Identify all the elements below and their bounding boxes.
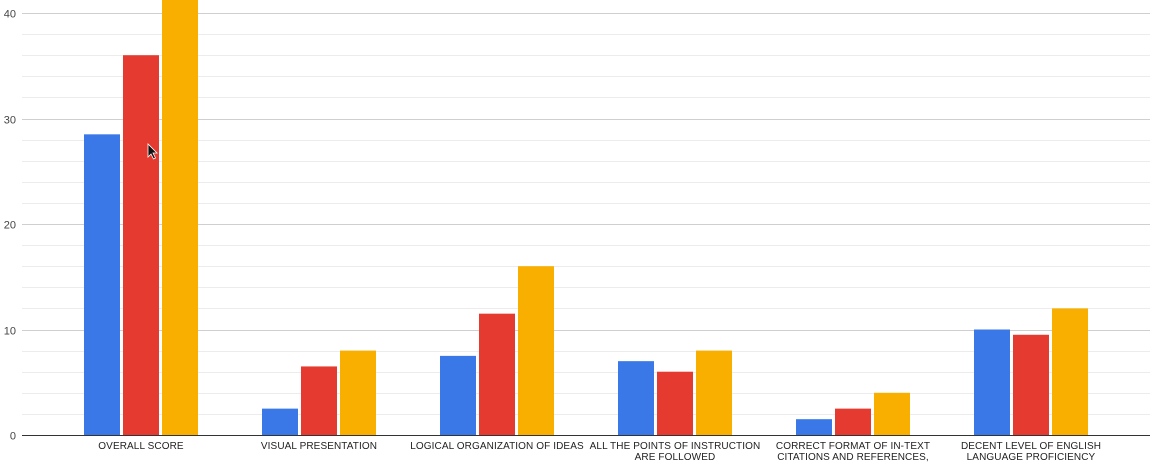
category-label: OVERALL SCORE <box>98 441 184 452</box>
bar-series3 <box>162 0 198 435</box>
bar-series2 <box>657 371 693 435</box>
y-tick-label: 20 <box>4 220 16 232</box>
bar-series2 <box>1013 334 1049 435</box>
category-label-line: ALL THE POINTS OF INSTRUCTION <box>590 441 761 452</box>
y-tick-label: 30 <box>4 115 16 127</box>
bar-series2 <box>479 313 515 435</box>
bar-series1 <box>440 355 476 435</box>
bar-series1 <box>796 419 832 435</box>
category-label: LOGICAL ORGANIZATION OF IDEAS <box>410 441 584 452</box>
bar-series1 <box>974 329 1010 435</box>
bar-series1 <box>84 134 120 435</box>
category-label: ALL THE POINTS OF INSTRUCTION ARE FOLLOWE… <box>590 441 761 463</box>
labels: 0 10 20 30 40 OVERALL SCORE VISUAL PRESENTATIO… <box>4 9 1101 463</box>
bar-series3 <box>518 266 554 435</box>
bar-series2 <box>835 408 871 435</box>
category-label-line: OVERALL SCORE <box>98 441 184 452</box>
category-label-line: LOGICAL ORGANIZATION OF IDEAS <box>410 441 584 452</box>
category-label-line: CORRECT FORMAT OF IN-TEXT <box>776 441 930 452</box>
gridlines <box>22 13 1150 415</box>
bar-series1 <box>618 361 654 435</box>
bar-series2 <box>301 366 337 435</box>
category-label-line: VISUAL PRESENTATION <box>261 441 377 452</box>
category-label: CORRECT FORMAT OF IN-TEXT CITATIONS AND R… <box>776 441 930 463</box>
bar-series2 <box>123 55 159 435</box>
y-tick-label: 0 <box>10 431 16 443</box>
bar-series1 <box>262 408 298 435</box>
category-label: VISUAL PRESENTATION <box>261 441 377 452</box>
bars <box>84 0 1088 435</box>
bar-series3 <box>1052 308 1088 435</box>
bar-series3 <box>874 392 910 435</box>
y-tick-label: 40 <box>4 9 16 21</box>
category-label-line: LANGUAGE PROFICIENCY <box>967 452 1096 463</box>
mouse-cursor <box>147 143 158 160</box>
category-label-line: ARE FOLLOWED <box>635 452 716 463</box>
bar-series3 <box>696 350 732 435</box>
y-tick-label: 10 <box>4 326 16 338</box>
category-label-line: DECENT LEVEL OF ENGLISH <box>961 441 1101 452</box>
bar-series3 <box>340 350 376 435</box>
mouse-cursor-icon <box>147 143 158 160</box>
category-label-line: CITATIONS AND REFERENCES, <box>777 452 929 463</box>
category-label: DECENT LEVEL OF ENGLISH LANGUAGE PROFICIE… <box>961 441 1101 463</box>
